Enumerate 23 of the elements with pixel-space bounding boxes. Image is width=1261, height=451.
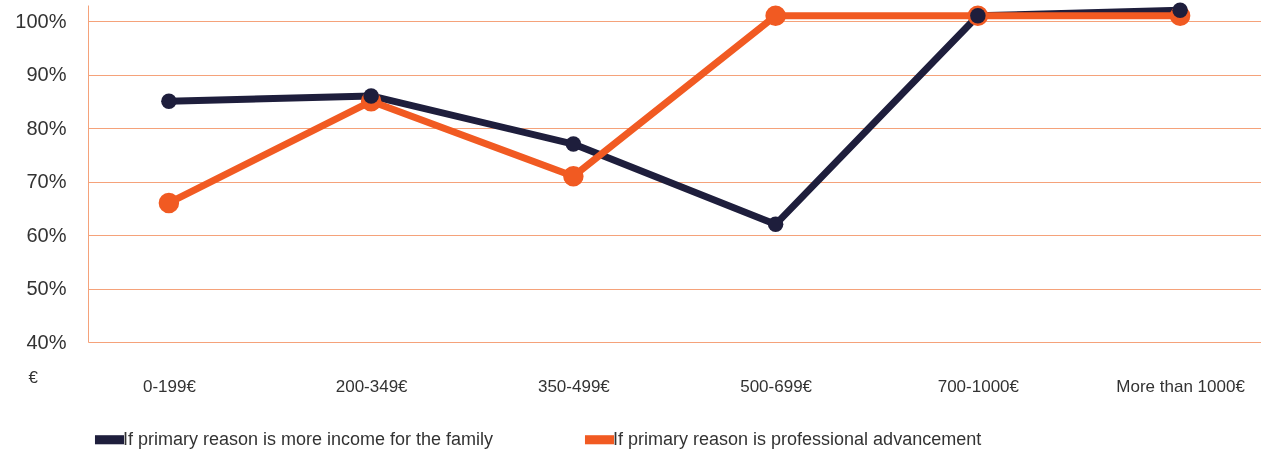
- x-tick-label: 350-499€: [537, 376, 611, 396]
- point: [563, 165, 584, 187]
- y-tick-label: 100%: [15, 9, 67, 32]
- y-tick-label: 50%: [26, 277, 67, 300]
- point: [1172, 2, 1188, 19]
- point: [161, 93, 177, 110]
- y-tick-label: 90%: [26, 63, 67, 86]
- x-tick-label: More than 1000€: [1116, 376, 1246, 396]
- legend-label: If primary reason is more income for the family: [123, 428, 494, 449]
- point: [765, 5, 786, 26]
- y-tick-label: 70%: [26, 170, 67, 193]
- point: [767, 216, 784, 233]
- y-tick-label: 40%: [26, 330, 67, 353]
- x-tick-label: 500-699€: [740, 376, 813, 396]
- x-tick-label: 700-1000€: [937, 376, 1020, 396]
- point: [565, 136, 582, 152]
- x-tick-label: 0-199€: [142, 376, 197, 396]
- legend-label: If primary reason is professional advancement: [613, 428, 982, 449]
- point: [158, 192, 180, 214]
- y-tick-label: 60%: [26, 223, 67, 246]
- x-axis-title: €: [28, 367, 39, 387]
- x-tick-label: 200-349€: [335, 376, 409, 396]
- y-tick-label: 80%: [26, 116, 67, 139]
